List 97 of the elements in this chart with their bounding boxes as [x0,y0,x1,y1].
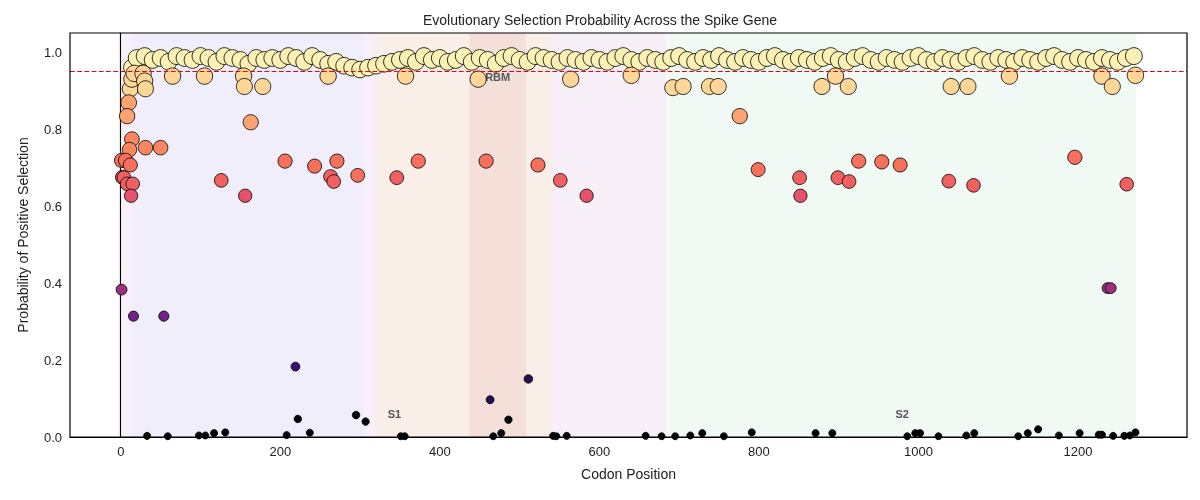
point [478,153,494,169]
y-tick-label: 1.0 [43,44,62,60]
point [1119,177,1134,192]
point [942,78,960,95]
y-tick-label: 0.4 [43,275,62,291]
point [290,361,301,372]
point [221,428,230,437]
chart-title: Evolutionary Selection Probability Across the Spike Gene [422,12,778,28]
x-tick-label: 1000 [904,444,933,459]
point [195,67,214,85]
point [410,153,426,169]
point [115,283,128,296]
point [851,153,867,169]
x-tick-label: 400 [428,444,451,459]
point [839,78,857,95]
point [128,310,139,322]
point [214,173,229,188]
point [826,67,845,85]
y-tick-label: 0.8 [43,121,62,137]
point [469,70,487,88]
point [1126,66,1145,84]
point [238,188,253,203]
point [120,94,137,111]
point [731,108,748,125]
point [396,67,415,85]
x-tick-label: 1200 [1063,444,1093,459]
x-tick-label: 200 [269,444,292,459]
point [892,157,908,173]
x-tick-label: 600 [588,444,611,459]
point [1067,149,1083,165]
x-tick-label: 0 [117,444,125,459]
point [709,78,727,95]
point [970,429,979,438]
point [698,429,707,438]
point [553,173,568,188]
point [1000,67,1019,85]
point [361,417,370,426]
point [242,114,259,131]
point [351,410,361,420]
point [828,429,837,438]
y-tick-label: 0.6 [43,198,62,214]
band-label: RBM [485,70,511,83]
band-label: S1 [387,407,402,420]
point [235,78,253,95]
point [122,157,138,173]
point [350,168,365,183]
point [1093,67,1111,85]
point [959,78,977,95]
point [137,140,154,156]
point [152,140,169,156]
point [326,174,341,189]
point [125,176,140,192]
point [504,415,513,424]
point [841,174,857,189]
point [941,173,957,189]
point [210,429,219,438]
point [1075,429,1084,438]
point [389,170,405,185]
point [319,67,337,85]
point [137,80,154,98]
point [1103,78,1121,95]
point [307,158,323,174]
point [1034,425,1043,434]
x-axis-title: Codon Position [581,466,676,482]
y-axis-title: Probability of Positive Selection [15,137,31,333]
point [329,153,345,169]
point [562,70,580,88]
point [747,428,756,437]
point [793,188,808,203]
point [293,414,302,424]
point [792,170,807,185]
point [1131,428,1140,437]
point [254,78,272,95]
point [530,157,546,173]
point [523,374,534,384]
point [874,154,890,170]
x-tick-label: 800 [748,444,770,459]
point [277,153,293,169]
point [119,108,136,125]
point [966,178,981,193]
y-tick-label: 0.2 [43,352,62,368]
point [750,162,766,177]
point [497,429,506,438]
point [164,67,182,85]
point [811,429,820,438]
point [674,78,692,95]
point [916,429,925,438]
point [622,66,640,84]
point [305,428,314,437]
point [579,188,594,203]
point [158,310,170,322]
point [124,188,139,203]
point [813,78,831,95]
point [1023,429,1032,438]
y-tick-label: 0.0 [43,429,62,445]
band-label: S2 [895,407,909,420]
point [485,395,495,405]
